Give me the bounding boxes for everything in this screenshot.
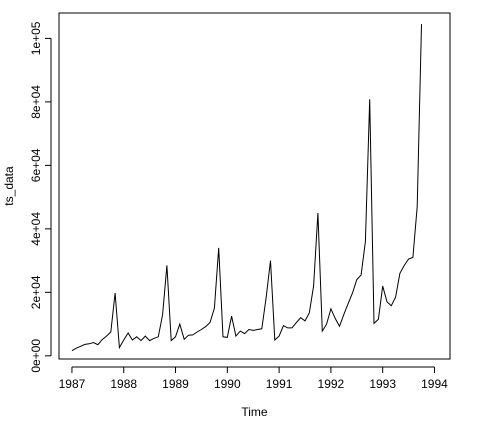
x-axis: 1987 1988 1989 1990 1991 1992 1993 1994	[59, 366, 448, 391]
series-line	[71, 24, 422, 352]
y-tick-label: 1e+05	[29, 21, 43, 55]
y-axis-label: ts_data	[2, 166, 16, 206]
x-axis-label: Time	[241, 405, 268, 419]
x-tick-label: 1988	[110, 377, 137, 391]
y-tick-label: 4e+04	[29, 212, 43, 246]
y-tick-label: 0e+00	[29, 339, 43, 373]
x-tick-label: 1992	[318, 377, 345, 391]
y-tick-label: 8e+04	[29, 85, 43, 119]
x-tick-label: 1987	[59, 377, 86, 391]
y-tick-label: 6e+04	[29, 148, 43, 182]
x-tick-label: 1994	[421, 377, 448, 391]
x-tick-label: 1991	[266, 377, 293, 391]
y-tick-label: 2e+04	[29, 275, 43, 309]
y-axis: 0e+00 2e+04 4e+04 6e+04 8e+04 1e+05	[29, 21, 52, 373]
x-tick-label: 1989	[162, 377, 189, 391]
x-tick-label: 1993	[369, 377, 396, 391]
plot-frame	[58, 12, 451, 360]
x-tick-label: 1990	[214, 377, 241, 391]
